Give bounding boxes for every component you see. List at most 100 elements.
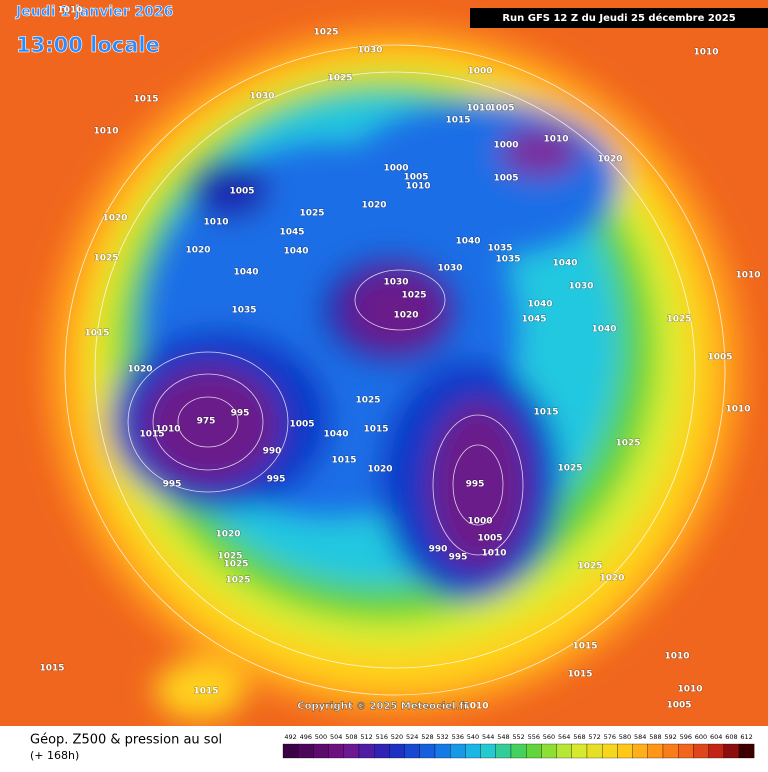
colorbar-swatch (313, 743, 329, 759)
pressure-label: 1010 (93, 127, 118, 137)
colorbar-tick-label: 580 (619, 733, 631, 741)
pressure-label: 995 (231, 409, 250, 419)
colorbar-swatch (556, 743, 572, 759)
pressure-label: 1025 (577, 562, 602, 572)
colorbar-tick-label: 588 (649, 733, 661, 741)
colorbar-swatch (358, 743, 375, 759)
pressure-label: 1035 (487, 244, 512, 254)
colorbar-swatch (434, 743, 451, 759)
date: Jeudi 1 janvier 2026 (15, 4, 173, 20)
pressure-label: 1040 (527, 300, 552, 310)
pressure-label: 1020 (127, 365, 152, 375)
pressure-label: 1025 (313, 28, 338, 38)
copyright: Copyright © 2025 Meteociel.fr (297, 701, 468, 712)
colorbar-swatch (693, 743, 709, 759)
pressure-label: 995 (267, 475, 286, 485)
pressure-label: 1015 (445, 116, 470, 126)
pressure-label: 1010 (543, 135, 568, 145)
pressure-label: 1045 (521, 315, 546, 325)
colorbar-tick-label: 504 (330, 733, 342, 741)
map-background (0, 0, 768, 726)
pressure-label: 1005 (493, 174, 518, 184)
pressure-label: 1010 (735, 271, 760, 281)
colorbar-swatch (282, 743, 299, 759)
pressure-label: 1040 (455, 237, 480, 247)
colorbar-swatch (617, 743, 633, 759)
colorbar-tick-label: 608 (725, 733, 737, 741)
colorbar-swatch (602, 743, 618, 759)
pressure-label: 1025 (299, 209, 324, 219)
colorbar-swatch (450, 743, 466, 759)
pressure-label: 1020 (599, 574, 624, 584)
pressure-label: 1015 (139, 430, 164, 440)
pressure-label: 1020 (367, 465, 392, 475)
pressure-label: 1040 (283, 247, 308, 257)
colorbar-tick-label: 600 (695, 733, 707, 741)
colorbar-swatch (343, 743, 360, 759)
colorbar-tick-label: 584 (634, 733, 646, 741)
pressure-label: 1015 (363, 425, 388, 435)
colorbar-tick-label: 492 (284, 733, 296, 741)
colorbar-swatch (495, 743, 512, 759)
pressure-label: 1005 (477, 534, 502, 544)
colorbar-tick-label: 548 (497, 733, 509, 741)
colorbar-swatch (662, 743, 679, 759)
pressure-label: 1020 (597, 155, 622, 165)
colorbar-swatch (374, 743, 390, 759)
colorbar-tick-label: 564 (558, 733, 570, 741)
colorbar-swatch (571, 743, 588, 759)
run-box (470, 8, 768, 28)
pressure-label: 1025 (327, 74, 352, 84)
colorbar-swatch (632, 743, 648, 759)
pressure-label: 1045 (279, 228, 304, 238)
pressure-label: 1025 (355, 396, 380, 406)
pressure-label: 1025 (666, 315, 691, 325)
pressure-label: 1020 (393, 311, 418, 321)
colorbar-tick-label: 536 (452, 733, 464, 741)
pressure-label: 1010 (664, 652, 689, 662)
pressure-label: 1025 (223, 560, 248, 570)
pressure-label: 1005 (403, 173, 428, 183)
colorbar-swatch (404, 743, 420, 759)
pressure-label: 1015 (193, 687, 218, 697)
colorbar-swatch (541, 743, 557, 759)
colorbar-swatch (328, 743, 344, 759)
pressure-label: 1010 (725, 405, 750, 415)
legend-subtitle: (+ 168h) (30, 749, 79, 762)
pressure-label: 1010 (677, 685, 702, 695)
pressure-label: 1015 (39, 664, 64, 674)
pressure-label: 1010 (481, 549, 506, 559)
pressure-label: 1025 (225, 576, 250, 586)
colorbar-swatch (526, 743, 542, 759)
pressure-label: 1030 (249, 92, 274, 102)
colorbar-swatch (723, 743, 740, 759)
colorbar-tick-label: 552 (512, 733, 524, 741)
colorbar-tick-label: 556 (528, 733, 540, 741)
colorbar-tick-label: 572 (588, 733, 600, 741)
pressure-label: 1040 (552, 259, 577, 269)
colorbar-tick-label: 512 (360, 733, 372, 741)
pressure-label: 1015 (533, 408, 558, 418)
pressure-label: 1015 (572, 642, 597, 652)
pressure-label: 995 (466, 480, 485, 490)
colorbar-swatch (586, 743, 603, 759)
colorbar-tick-label: 528 (421, 733, 433, 741)
pressure-label: 1025 (401, 291, 426, 301)
pressure-label: 995 (449, 553, 468, 563)
pressure-label: 1015 (133, 95, 158, 105)
colorbar-tick-label: 596 (680, 733, 692, 741)
colorbar-swatch (465, 743, 481, 759)
colorbar-tick-label: 516 (376, 733, 388, 741)
colorbar-swatch (678, 743, 694, 759)
pressure-label: 1000 (493, 141, 518, 151)
colorbar-swatch (389, 743, 405, 759)
legend-title: Géop. Z500 & pression au sol (30, 733, 222, 748)
pressure-label: 1010 (203, 218, 228, 228)
colorbar-swatch (708, 743, 724, 759)
colorbar-swatch (298, 743, 314, 759)
pressure-label: 1005 (666, 701, 691, 711)
colorbar-swatch (419, 743, 436, 759)
pressure-label: 1010 (463, 702, 488, 712)
pressure-label: 1040 (233, 268, 258, 278)
